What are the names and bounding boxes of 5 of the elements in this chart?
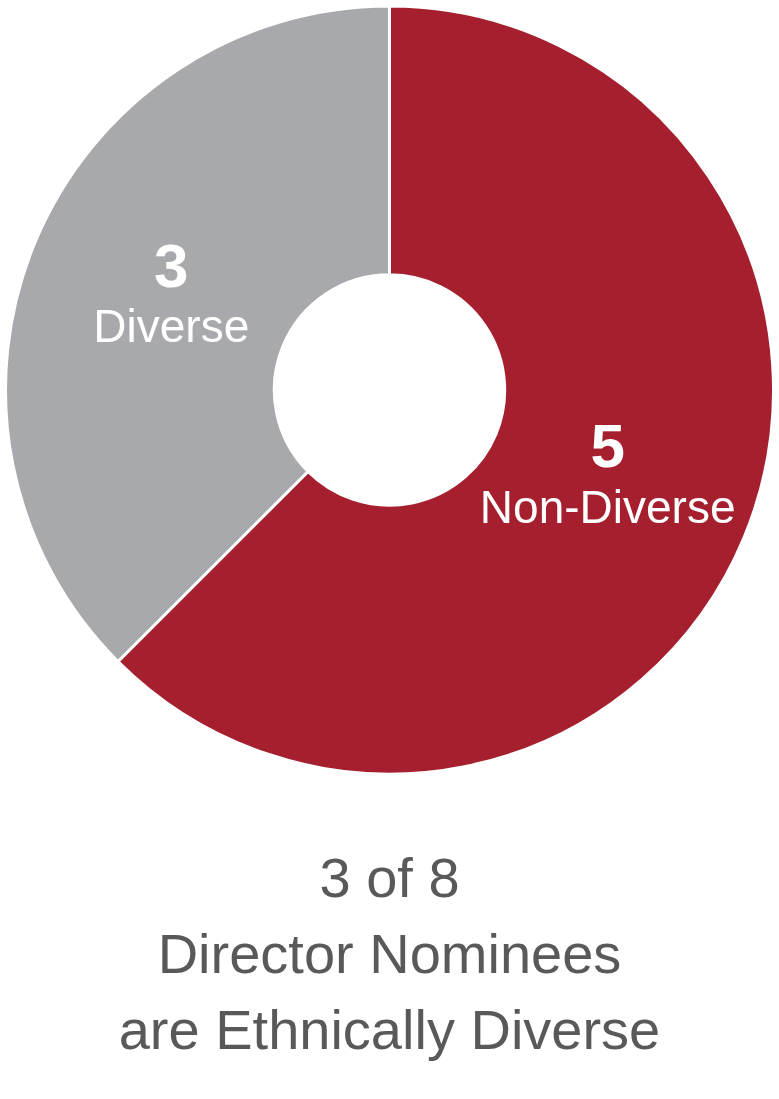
slice-label: Non-Diverse	[479, 481, 736, 534]
data-label: 3	[154, 230, 189, 300]
data-label: 5	[590, 411, 625, 481]
text: 3 of 8 Director Nominees are Ethnically Diverse	[117, 845, 662, 1063]
slice-label: Diverse	[93, 300, 250, 353]
